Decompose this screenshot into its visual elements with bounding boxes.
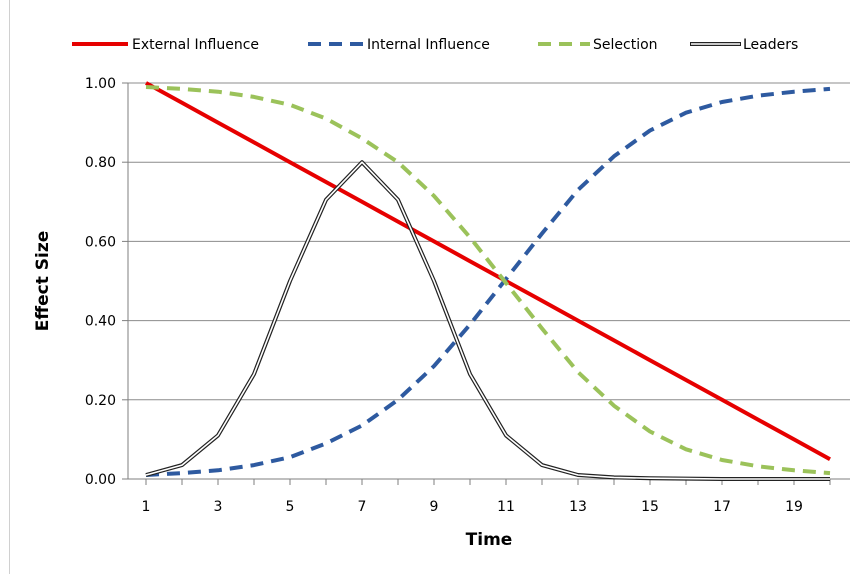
y-tick-label: 1.00 [85,76,116,92]
x-tick-label: 11 [497,499,515,515]
x-tick-label: 9 [430,499,439,515]
legend-selection-label: Selection [593,37,658,53]
legend-leaders-label: Leaders [743,37,798,53]
series-internal-influence-line [145,86,831,477]
x-tick-label: 15 [641,499,659,515]
y-tick-label: 0.60 [85,234,116,250]
x-tick-label: 1 [142,499,151,515]
x-tick-label: 3 [214,499,223,515]
series-selection-line [145,85,831,476]
series-lines [145,81,831,481]
x-axis-title: Time [466,530,513,550]
series-leaders-line-inner [145,161,830,480]
y-tick-label: 0.20 [85,393,116,409]
legend-external-influence-label: External Influence [132,37,259,53]
series-external-influence-line [145,81,831,461]
y-tick-label: 0.80 [85,155,116,171]
x-tick-label: 5 [286,499,295,515]
x-tick-label: 13 [569,499,587,515]
y-axis-title: Effect Size [33,231,53,332]
axes [127,83,850,480]
x-axis-ticks: 1 3 5 7 9 11 13 15 17 19 [142,479,831,515]
x-tick-label: 17 [713,499,731,515]
y-tick-label: 0.00 [85,472,116,488]
legend: External Influence Internal Influence Sele… [72,37,798,53]
x-tick-label: 19 [785,499,803,515]
y-axis-ticks: 0.00 0.20 0.40 0.60 0.80 1.00 [85,76,128,488]
x-tick-label: 7 [358,499,367,515]
left-border-line [9,0,10,574]
gridlines [128,82,850,401]
legend-internal-influence-label: Internal Influence [367,37,490,53]
y-tick-label: 0.40 [85,314,116,330]
